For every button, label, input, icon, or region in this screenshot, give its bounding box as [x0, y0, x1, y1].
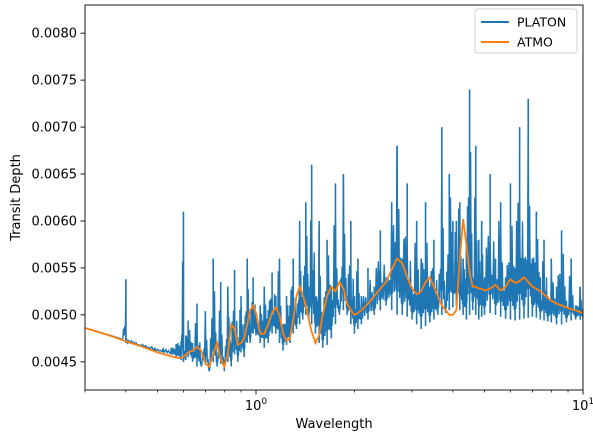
x-axis-ticks: 100 101 [84, 390, 593, 414]
y-tick-label: 0.0060 [32, 214, 78, 229]
x-axis-label: Wavelength [295, 417, 372, 432]
y-tick-label: 0.0045 [32, 355, 78, 370]
legend: PLATON ATMO [474, 8, 578, 54]
y-tick-label: 0.0070 [32, 121, 78, 136]
axes-frame [84, 4, 584, 391]
series-atmo [85, 218, 583, 369]
x-tick-label: 100 [245, 397, 268, 414]
plot-area [85, 89, 583, 372]
y-tick-label: 0.0065 [32, 168, 78, 183]
x-tick-label: 101 [572, 397, 593, 414]
platon-line [85, 127, 583, 372]
y-axis-label: Transit Depth [9, 154, 24, 242]
y-tick-label: 0.0050 [32, 308, 78, 323]
legend-label-platon: PLATON [517, 15, 566, 30]
legend-label-atmo: ATMO [517, 35, 553, 50]
y-tick-label: 0.0080 [32, 27, 78, 42]
y-tick-label: 0.0075 [32, 74, 78, 89]
y-tick-label: 0.0055 [32, 261, 78, 276]
series-platon [85, 89, 583, 372]
y-axis-ticks: 0.0045 0.0050 0.0055 0.0060 0.0065 0.0070 0.00… [32, 27, 85, 370]
